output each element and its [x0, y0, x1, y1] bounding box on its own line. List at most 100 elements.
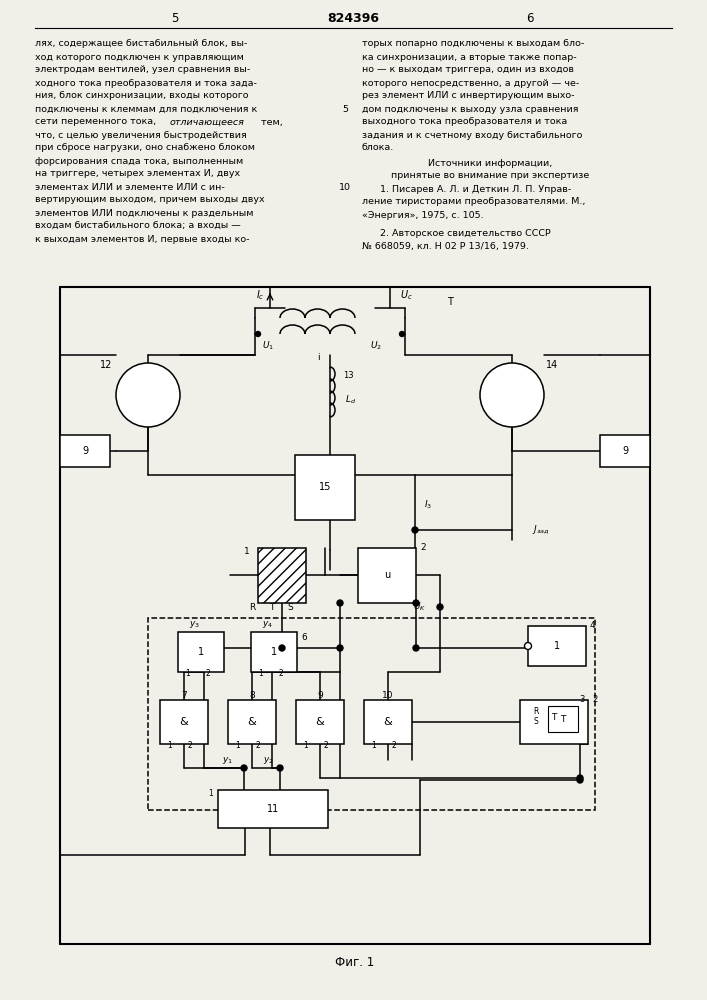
- Text: 1: 1: [209, 788, 213, 798]
- Text: $I_3$: $I_3$: [424, 499, 432, 511]
- Text: подключены к клеммам для подключения к: подключены к клеммам для подключения к: [35, 104, 257, 113]
- Text: T: T: [269, 602, 275, 611]
- Circle shape: [241, 765, 247, 771]
- Bar: [178, 632, 224, 672]
- Text: форсирования спада тока, выполненным: форсирования спада тока, выполненным: [35, 156, 243, 165]
- Text: 2: 2: [592, 696, 597, 704]
- Text: 2: 2: [392, 742, 397, 750]
- Text: 3: 3: [580, 696, 585, 704]
- Text: 9: 9: [317, 690, 323, 700]
- Text: 1: 1: [244, 548, 250, 556]
- Text: 4: 4: [590, 621, 595, 631]
- Text: 2. Авторское свидетельство СССР: 2. Авторское свидетельство СССР: [362, 230, 551, 238]
- Text: T: T: [551, 712, 556, 722]
- Circle shape: [399, 332, 404, 336]
- Circle shape: [277, 765, 283, 771]
- Text: 11: 11: [267, 804, 279, 814]
- Text: тем,: тем,: [258, 117, 283, 126]
- Text: электродам вентилей, узел сравнения вы-: электродам вентилей, узел сравнения вы-: [35, 66, 250, 75]
- Text: которого непосредственно, а другой — че-: которого непосредственно, а другой — че-: [362, 79, 579, 88]
- Text: $J_{зад}$: $J_{зад}$: [532, 524, 549, 536]
- Text: 824396: 824396: [327, 11, 379, 24]
- Text: 1: 1: [235, 742, 240, 750]
- Text: 10: 10: [339, 182, 351, 192]
- Text: 8: 8: [249, 690, 255, 700]
- Text: 1: 1: [303, 742, 308, 750]
- Text: 2: 2: [187, 742, 192, 750]
- Text: $U_c$: $U_c$: [400, 288, 413, 302]
- Bar: [358, 548, 416, 603]
- Text: рез элемент ИЛИ с инвертирующим выхо-: рез элемент ИЛИ с инвертирующим выхо-: [362, 92, 575, 101]
- Text: 2: 2: [279, 670, 284, 678]
- Text: 1: 1: [186, 670, 190, 678]
- Text: вертирующим выходом, причем выходы двух: вертирующим выходом, причем выходы двух: [35, 196, 264, 205]
- Text: 5: 5: [342, 104, 348, 113]
- Circle shape: [337, 600, 343, 606]
- Text: 7: 7: [181, 690, 187, 700]
- Circle shape: [337, 645, 343, 651]
- Text: 14: 14: [546, 360, 558, 370]
- Text: 1: 1: [198, 647, 204, 657]
- Text: 9: 9: [82, 446, 88, 456]
- Text: при сбросе нагрузки, оно снабжено блоком: при сбросе нагрузки, оно снабжено блоком: [35, 143, 255, 152]
- Text: $y_2$: $y_2$: [262, 754, 274, 766]
- Text: &: &: [384, 717, 392, 727]
- Text: 15: 15: [319, 482, 331, 492]
- Bar: [600, 435, 650, 467]
- Text: T: T: [561, 714, 566, 724]
- Text: дом подключены к выходу узла сравнения: дом подключены к выходу узла сравнения: [362, 104, 578, 113]
- Bar: [60, 435, 110, 467]
- Text: 12: 12: [100, 360, 112, 370]
- Text: ходного тока преобразователя и тока зада-: ходного тока преобразователя и тока зада…: [35, 79, 257, 88]
- Text: к выходам элементов И, первые входы ко-: к выходам элементов И, первые входы ко-: [35, 234, 250, 243]
- Text: задания и к счетному входу бистабильного: задания и к счетному входу бистабильного: [362, 130, 583, 139]
- Circle shape: [412, 527, 418, 533]
- Text: 5: 5: [171, 11, 179, 24]
- Bar: [228, 700, 276, 744]
- Text: 6: 6: [526, 11, 534, 24]
- Text: &: &: [247, 717, 257, 727]
- Text: &: &: [315, 717, 325, 727]
- Text: № 668059, кл. Н 02 Р 13/16, 1979.: № 668059, кл. Н 02 Р 13/16, 1979.: [362, 242, 529, 251]
- Text: 6: 6: [301, 633, 307, 642]
- Text: 1: 1: [372, 742, 376, 750]
- Circle shape: [255, 332, 260, 336]
- Circle shape: [577, 777, 583, 783]
- Text: 2: 2: [256, 742, 260, 750]
- Text: отличающееся: отличающееся: [170, 117, 245, 126]
- Text: $y_3$: $y_3$: [189, 618, 201, 630]
- Text: u: u: [384, 570, 390, 580]
- Text: $U_2$: $U_2$: [370, 340, 382, 352]
- Text: $L_d$: $L_d$: [345, 394, 356, 406]
- Text: 13: 13: [343, 370, 354, 379]
- Bar: [258, 548, 306, 603]
- Text: 1: 1: [554, 641, 560, 651]
- Text: принятые во внимание при экспертизе: принятые во внимание при экспертизе: [391, 172, 589, 180]
- Circle shape: [279, 645, 285, 651]
- Bar: [160, 700, 208, 744]
- Text: 1: 1: [259, 670, 264, 678]
- Text: T: T: [447, 297, 453, 307]
- Text: $U_1$: $U_1$: [262, 340, 274, 352]
- Text: ход которого подключен к управляющим: ход которого подключен к управляющим: [35, 52, 244, 62]
- Circle shape: [480, 363, 544, 427]
- Text: 10: 10: [382, 690, 394, 700]
- Text: S: S: [287, 602, 293, 611]
- Circle shape: [525, 643, 532, 650]
- Text: $I_c$: $I_c$: [257, 288, 265, 302]
- Circle shape: [413, 645, 419, 651]
- Text: Источники информации,: Источники информации,: [428, 158, 552, 167]
- Bar: [295, 455, 355, 520]
- Text: Фиг. 1: Фиг. 1: [335, 956, 375, 968]
- Circle shape: [413, 600, 419, 606]
- Text: блока.: блока.: [362, 143, 395, 152]
- Circle shape: [116, 363, 180, 427]
- Bar: [548, 706, 578, 732]
- Text: элементов ИЛИ подключены к раздельным: элементов ИЛИ подключены к раздельным: [35, 209, 254, 218]
- Bar: [296, 700, 344, 744]
- Bar: [528, 626, 586, 666]
- Text: входам бистабильного блока; а входы —: входам бистабильного блока; а входы —: [35, 222, 241, 231]
- Circle shape: [577, 775, 583, 781]
- Bar: [520, 700, 588, 744]
- Bar: [251, 632, 297, 672]
